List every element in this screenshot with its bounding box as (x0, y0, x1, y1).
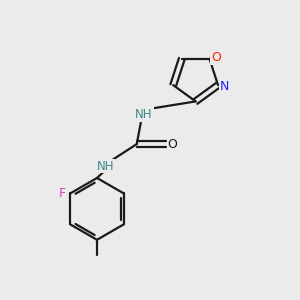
Text: N: N (220, 80, 229, 93)
Text: NH: NH (97, 160, 115, 173)
Text: NH: NH (135, 108, 153, 121)
Text: O: O (168, 138, 178, 151)
Text: F: F (58, 187, 65, 200)
Text: O: O (211, 51, 221, 64)
